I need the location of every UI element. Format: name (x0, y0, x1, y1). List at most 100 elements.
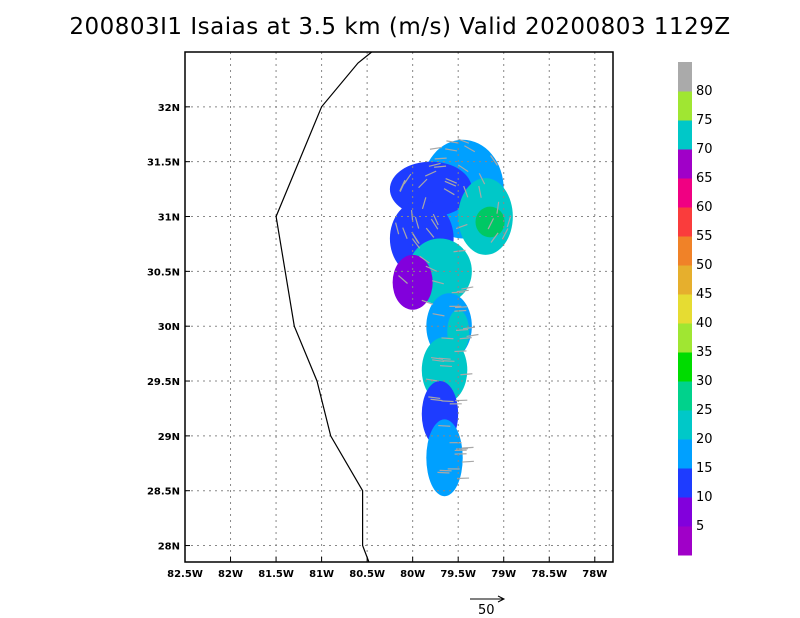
velocity-patch (475, 206, 505, 238)
lon-tick-label: 81.5W (258, 569, 294, 580)
colorbar-label: 5 (696, 519, 704, 534)
wind-arrow (454, 350, 467, 353)
wind-arrow (411, 238, 421, 249)
wind-arrow (432, 280, 444, 285)
colorbar-label: 50 (696, 258, 713, 273)
lat-tick-label: 32N (158, 103, 180, 114)
wind-arrow (463, 185, 469, 198)
colorbar-segment (678, 410, 692, 440)
wind-arrow (457, 164, 469, 173)
wind-arrow (454, 309, 467, 312)
colorbar-label: 20 (696, 432, 713, 447)
reference-vector: 50 (470, 595, 506, 618)
wind-arrow (459, 337, 472, 340)
colorbar-segment (678, 120, 692, 150)
colorbar-label: 40 (696, 316, 713, 331)
lon-tick-label: 78W (582, 569, 607, 580)
colorbar-label: 70 (696, 142, 713, 157)
colorbar-label: 60 (696, 200, 713, 215)
wind-arrow (434, 165, 447, 168)
lon-tick-label: 82W (218, 569, 243, 580)
wind-arrow (428, 396, 441, 400)
longitude-axis: 82.5W 82W 81.5W 81W 80.5W 80W 79.5W 79W 78.5W 78W (167, 557, 607, 580)
wind-arrow (490, 155, 498, 166)
colorbar-label: 55 (696, 229, 713, 244)
colorbar-label: 25 (696, 403, 713, 418)
velocity-field (389, 138, 513, 497)
wind-arrow (395, 222, 400, 235)
wind-arrow (429, 146, 442, 150)
map-gridlines (185, 52, 613, 562)
wind-arrow (399, 179, 406, 192)
wind-arrow (461, 286, 474, 290)
colorbar-segment (678, 497, 692, 527)
colorbar-label: 45 (696, 287, 713, 302)
wind-arrow (424, 170, 437, 177)
wind-arrow (425, 265, 438, 272)
wind-arrow (430, 218, 439, 230)
colorbar-segment (678, 236, 692, 266)
wind-arrow (419, 255, 430, 264)
wind-arrow (446, 140, 459, 144)
lon-tick-label: 81W (309, 569, 334, 580)
lat-tick-label: 28.5N (147, 487, 180, 498)
colorbar-segment (678, 178, 692, 208)
colorbar: 5 10 15 20 25 30 35 40 45 50 55 60 65 70 75 80 (678, 62, 713, 556)
lon-tick-label: 80.5W (349, 569, 385, 580)
wind-arrow (445, 178, 457, 184)
lon-tick-label: 79W (491, 569, 516, 580)
wind-arrow (445, 148, 458, 152)
wind-arrow (430, 398, 443, 402)
colorbar-segment (678, 294, 692, 324)
colorbar-segment (678, 526, 692, 556)
latitude-axis: 28N 28.5N 29N 29.5N 30N 30.5N 31N 31.5N 32N (147, 103, 190, 553)
wind-arrow (457, 138, 470, 144)
wind-arrow (461, 460, 474, 463)
map-frame (184, 51, 614, 563)
wind-arrow (403, 173, 412, 185)
lat-tick-label: 30.5N (147, 267, 180, 278)
wind-arrow (438, 424, 451, 427)
lon-tick-label: 79.5W (440, 569, 476, 580)
wind-arrow (496, 201, 500, 214)
wind-arrow (443, 188, 455, 196)
wind-arrow (454, 306, 468, 309)
colorbar-segment (678, 323, 692, 353)
velocity-patch (426, 419, 463, 497)
colorbar-label: 80 (696, 84, 713, 99)
colorbar-segment (678, 207, 692, 237)
colorbar-segment (678, 439, 692, 469)
wind-arrow (444, 180, 457, 187)
wind-arrow (478, 185, 482, 198)
lat-tick-label: 28N (158, 542, 180, 553)
velocity-patch (392, 254, 433, 310)
wind-arrow (410, 209, 414, 223)
wind-arrow (456, 289, 469, 293)
lon-tick-label: 82.5W (167, 569, 203, 580)
colorbar-segment (678, 91, 692, 121)
colorbar-label: 30 (696, 374, 713, 389)
lon-tick-label: 80W (400, 569, 425, 580)
wind-arrow (421, 197, 427, 210)
wind-arrow (441, 400, 454, 403)
lon-tick-label: 78.5W (531, 569, 567, 580)
wind-arrow (437, 471, 450, 474)
velocity-patch (447, 309, 470, 354)
colorbar-segment (678, 265, 692, 295)
colorbar-label: 35 (696, 345, 713, 360)
coastline (275, 51, 373, 563)
wind-arrow (402, 227, 408, 239)
colorbar-label: 10 (696, 490, 713, 505)
colorbar-label: 65 (696, 171, 713, 186)
colorbar-segment (678, 149, 692, 179)
wind-arrow (434, 157, 447, 160)
wind-arrow (501, 228, 509, 240)
wind-arrow (430, 356, 444, 360)
lat-tick-label: 31N (158, 213, 180, 224)
colorbar-label: 15 (696, 461, 713, 476)
wind-arrow (455, 328, 469, 331)
wind-arrow (466, 333, 479, 338)
lat-tick-label: 29N (158, 432, 180, 443)
lat-tick-label: 29.5N (147, 377, 180, 388)
